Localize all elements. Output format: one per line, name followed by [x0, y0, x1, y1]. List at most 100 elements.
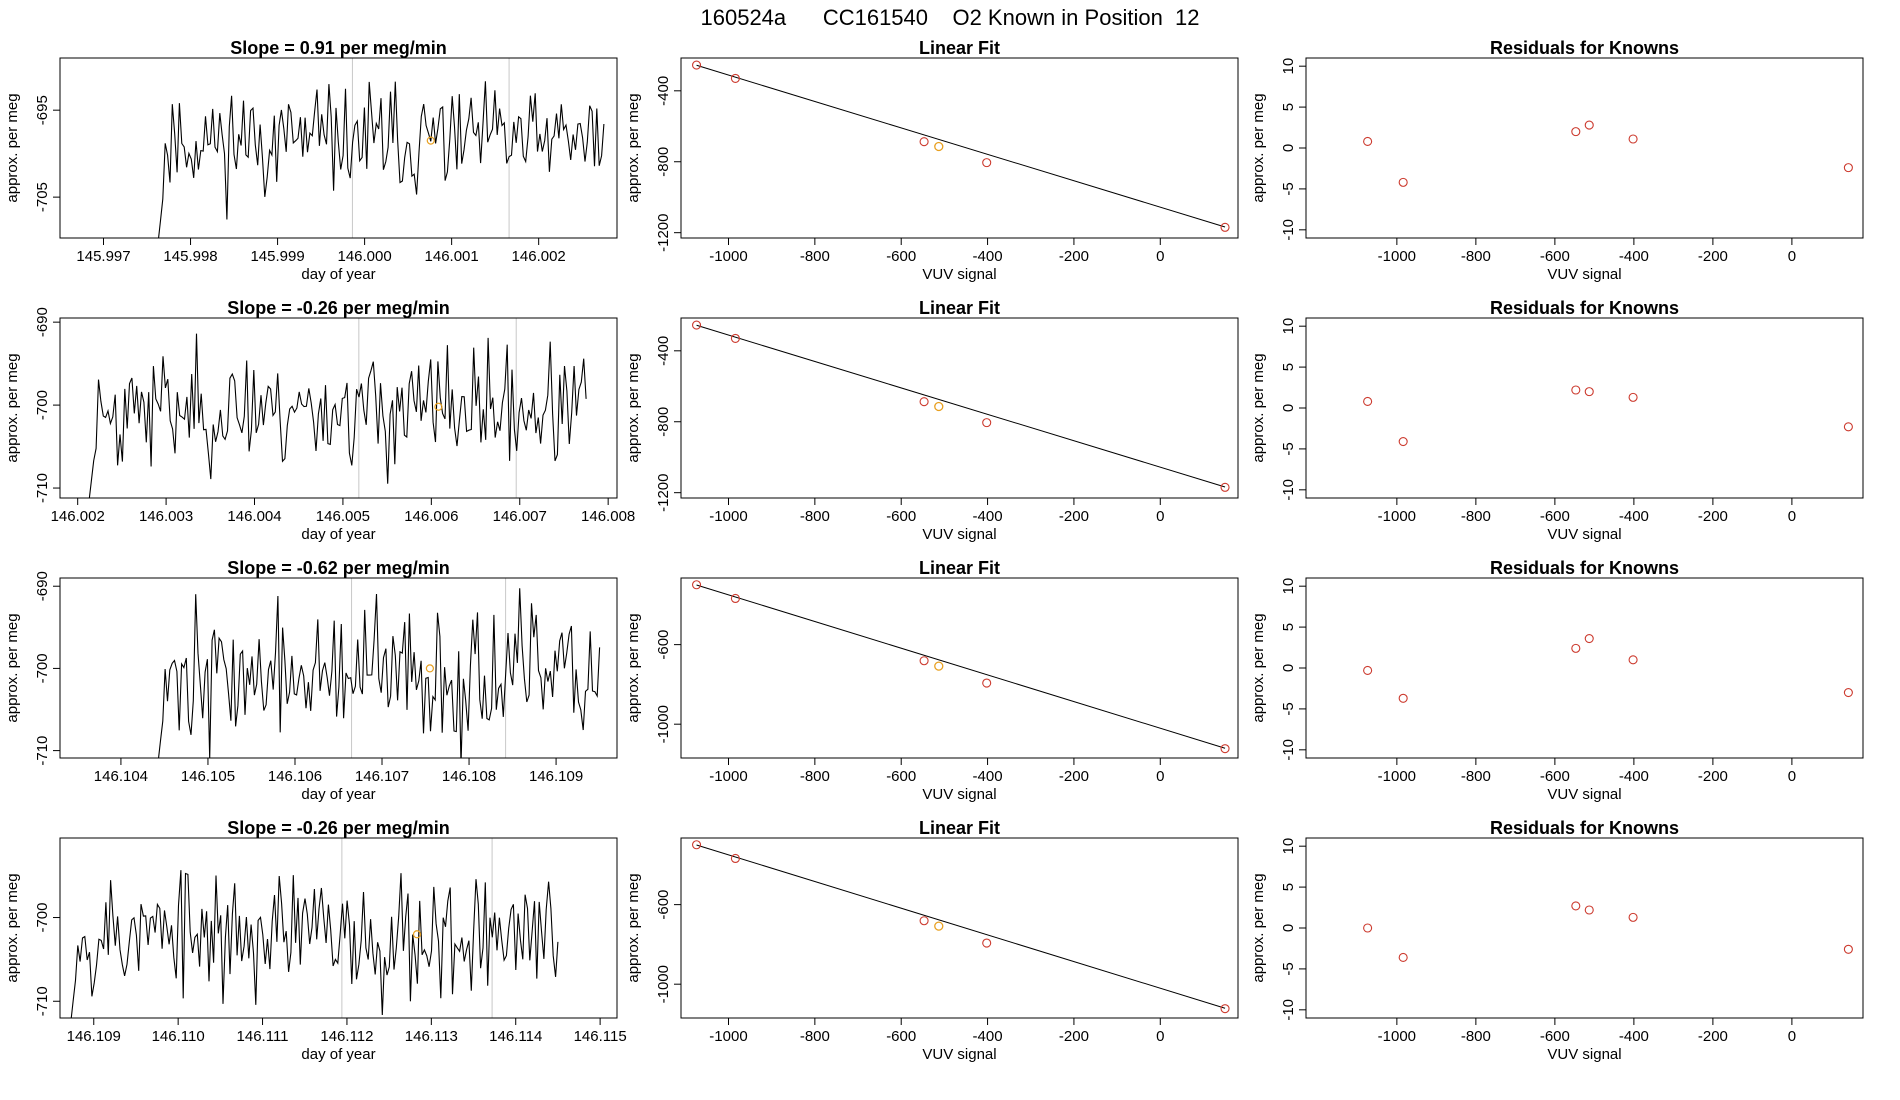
y-axis-label: approx. per meg	[4, 353, 21, 462]
data-point	[691, 320, 702, 330]
x-tick-label: -800	[800, 1028, 830, 1045]
x-tick-label: -200	[1059, 248, 1089, 265]
x-axis-label: day of year	[301, 266, 375, 283]
x-tick-label: 0	[1156, 1028, 1164, 1045]
plot-frame	[680, 317, 1239, 499]
x-tick-label: 0	[1156, 508, 1164, 525]
chart-title: Linear Fit	[919, 298, 1000, 318]
plot-frame	[59, 837, 618, 1019]
data-point	[1363, 136, 1373, 147]
y-tick-label: 10	[1280, 578, 1297, 595]
x-tick-label: -200	[1698, 248, 1728, 265]
x-tick-label: 146.108	[442, 768, 496, 785]
x-tick-label: -1000	[709, 508, 747, 525]
x-tick-label: -800	[800, 768, 830, 785]
data-point	[1363, 665, 1373, 676]
y-tick-label: 0	[1280, 664, 1297, 672]
y-tick-label: 0	[1280, 404, 1297, 412]
x-tick-label: 146.003	[139, 508, 193, 525]
data-point	[1398, 693, 1408, 703]
x-tick-label: 145.997	[76, 248, 130, 265]
plot-frame	[1305, 577, 1864, 759]
x-tick-label: -200	[1059, 508, 1089, 525]
x-tick-label: 146.004	[227, 508, 281, 525]
x-tick-label: 146.106	[268, 768, 322, 785]
known-marker	[412, 930, 422, 939]
y-tick-label: -1200	[655, 473, 672, 511]
x-tick-label: -800	[800, 248, 830, 265]
data-point	[730, 73, 740, 83]
y-axis-label: approx. per meg	[1250, 873, 1267, 982]
plot-frame	[1305, 317, 1864, 499]
data-point	[730, 333, 740, 343]
y-axis-label: approx. per meg	[1250, 613, 1267, 722]
y-tick-label: 10	[1280, 838, 1297, 855]
y-tick-label: -10	[1280, 999, 1297, 1021]
data-point	[1220, 744, 1230, 754]
x-tick-label: -600	[1540, 508, 1570, 525]
chart-title: Linear Fit	[919, 558, 1000, 578]
y-axis-label: approx. per meg	[4, 613, 21, 722]
known-marker	[425, 664, 434, 673]
x-tick-label: -800	[1461, 1028, 1491, 1045]
y-tick-label: -400	[655, 76, 672, 106]
data-point	[919, 397, 929, 407]
chart-panel-6: Linear Fit -1000 -800 -600 -400 -200 0 VUV sign…	[625, 298, 1239, 543]
x-tick-label: -400	[973, 1028, 1003, 1045]
x-tick-label: -600	[886, 1028, 916, 1045]
x-tick-label: -800	[1461, 248, 1491, 265]
x-tick-label: -1000	[709, 1028, 747, 1045]
data-series-line	[158, 81, 605, 238]
data-point	[1398, 436, 1408, 447]
plot-frame	[680, 837, 1239, 1019]
y-tick-label: -1200	[655, 213, 672, 251]
x-axis-label: VUV signal	[1547, 266, 1621, 283]
y-tick-label: -10	[1280, 479, 1297, 501]
y-tick-label: -690	[34, 571, 51, 601]
chart-title: Residuals for Knowns	[1490, 298, 1679, 318]
x-tick-label: 146.112	[320, 1028, 373, 1045]
chart-panel-2: Slope = -0.26 per meg/min 146.002 146.003 1…	[4, 298, 635, 543]
x-tick-label: 146.007	[493, 508, 547, 525]
y-tick-label: 10	[1280, 58, 1297, 75]
page-title: 160524a CC161540 O2 Known in Position 12	[701, 5, 1200, 30]
data-point	[919, 137, 929, 147]
data-point	[1628, 134, 1638, 144]
x-tick-label: -400	[973, 768, 1003, 785]
x-tick-label: 145.999	[250, 248, 304, 265]
x-axis-label: VUV signal	[1547, 526, 1621, 543]
x-tick-label: 0	[1156, 768, 1164, 785]
x-tick-label: -200	[1698, 1028, 1728, 1045]
data-point	[691, 580, 702, 590]
y-tick-label: -5	[1280, 702, 1297, 715]
plot-frame	[59, 57, 618, 239]
y-tick-label: 5	[1280, 363, 1297, 371]
data-point	[982, 678, 992, 688]
chart-title: Residuals for Knowns	[1490, 38, 1679, 58]
x-tick-label: -800	[1461, 508, 1491, 525]
fit-line	[696, 584, 1226, 749]
data-series-line	[158, 588, 601, 758]
x-tick-label: -1000	[709, 248, 747, 265]
chart-panel-4: Slope = -0.26 per meg/min 146.109 146.110 1…	[4, 818, 627, 1063]
data-point	[1220, 1004, 1230, 1014]
y-tick-label: -690	[34, 307, 51, 337]
y-tick-label: 10	[1280, 318, 1297, 335]
x-tick-label: -1000	[1378, 1028, 1416, 1045]
chart-title: Linear Fit	[919, 818, 1000, 838]
data-point	[1843, 422, 1853, 432]
data-point	[1843, 687, 1853, 698]
x-tick-label: -400	[973, 508, 1003, 525]
y-tick-label: -600	[655, 890, 672, 920]
x-tick-label: 0	[1788, 248, 1796, 265]
chart-panel-8: Linear Fit -1000 -800 -600 -400 -200 0 VUV sign…	[625, 818, 1239, 1063]
x-tick-label: 146.001	[425, 248, 479, 265]
data-point	[691, 840, 702, 850]
y-tick-label: 5	[1280, 883, 1297, 891]
fit-line	[696, 64, 1226, 228]
data-point	[1363, 923, 1373, 933]
plot-frame	[680, 57, 1239, 239]
chart-title: Linear Fit	[919, 38, 1000, 58]
y-axis-label: approx. per meg	[625, 873, 642, 982]
